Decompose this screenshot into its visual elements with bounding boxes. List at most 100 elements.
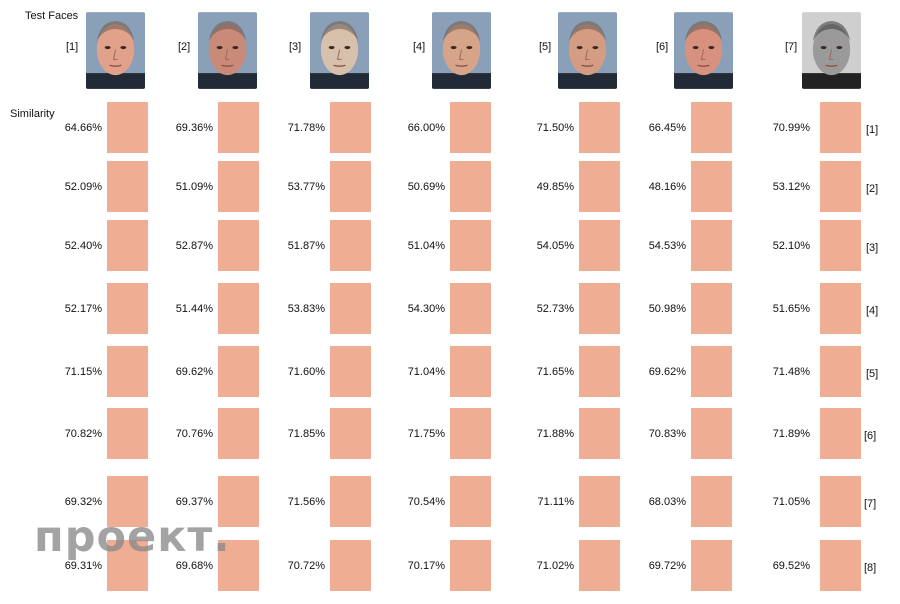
similarity-value: 52.87%	[175, 240, 213, 252]
masked-face-cell	[450, 102, 491, 153]
similarity-value: 52.17%	[64, 303, 102, 315]
similarity-value: 54.53%	[648, 240, 686, 252]
similarity-value: 50.98%	[648, 303, 686, 315]
masked-face-cell	[450, 161, 491, 212]
similarity-value: 69.52%	[772, 560, 810, 572]
test-face-image-6	[674, 12, 733, 89]
masked-face-cell	[579, 476, 620, 527]
similarity-value: 52.09%	[64, 181, 102, 193]
similarity-value: 51.44%	[175, 303, 213, 315]
similarity-value: 53.77%	[287, 181, 325, 193]
masked-face-cell	[579, 408, 620, 459]
similarity-value: 51.65%	[772, 303, 810, 315]
test-face-number-5: [5]	[539, 41, 552, 53]
similarity-value: 71.78%	[287, 122, 325, 134]
masked-face-cell	[450, 220, 491, 271]
masked-face-cell	[691, 102, 732, 153]
similarity-value: 71.89%	[772, 428, 810, 440]
masked-face-cell	[330, 102, 371, 153]
masked-face-cell	[450, 408, 491, 459]
similarity-value: 68.03%	[648, 496, 686, 508]
masked-face-cell	[579, 540, 620, 591]
similarity-value: 69.31%	[64, 560, 102, 572]
test-face-number-1: [1]	[66, 41, 79, 53]
masked-face-cell	[107, 220, 148, 271]
similarity-value: 69.62%	[175, 366, 213, 378]
similarity-value: 51.09%	[175, 181, 213, 193]
similarity-value: 70.99%	[772, 122, 810, 134]
similarity-value: 48.16%	[648, 181, 686, 193]
masked-face-cell	[691, 283, 732, 334]
masked-face-cell	[450, 283, 491, 334]
similarity-value: 51.87%	[287, 240, 325, 252]
masked-face-cell	[450, 540, 491, 591]
masked-face-cell	[820, 283, 861, 334]
similarity-value: 53.83%	[287, 303, 325, 315]
similarity-value: 71.11%	[537, 496, 575, 508]
similarity-value: 50.69%	[407, 181, 445, 193]
similarity-value: 66.00%	[407, 122, 445, 134]
similarity-value: 71.05%	[772, 496, 810, 508]
similarity-value: 66.45%	[648, 122, 686, 134]
masked-face-cell	[820, 476, 861, 527]
masked-face-cell	[107, 102, 148, 153]
similarity-value: 70.83%	[648, 428, 686, 440]
test-face-number-4: [4]	[413, 41, 426, 53]
similarity-value: 69.62%	[648, 366, 686, 378]
masked-face-cell	[691, 476, 732, 527]
masked-face-cell	[579, 161, 620, 212]
similarity-value: 70.17%	[407, 560, 445, 572]
masked-face-cell	[107, 283, 148, 334]
similarity-value: 49.85%	[536, 181, 574, 193]
masked-face-cell	[450, 476, 491, 527]
masked-face-cell	[691, 161, 732, 212]
masked-face-cell	[218, 540, 259, 591]
similarity-value: 70.54%	[407, 496, 445, 508]
masked-face-cell	[691, 408, 732, 459]
similarity-value: 52.10%	[772, 240, 810, 252]
row-number: [4]	[866, 305, 879, 317]
masked-face-cell	[450, 346, 491, 397]
similarity-value: 53.12%	[772, 181, 810, 193]
masked-face-cell	[218, 220, 259, 271]
masked-face-cell	[691, 220, 732, 271]
similarity-value: 54.30%	[407, 303, 445, 315]
similarity-value: 70.82%	[64, 428, 102, 440]
test-face-image-3	[310, 12, 369, 89]
masked-face-cell	[330, 476, 371, 527]
masked-face-cell	[107, 540, 148, 591]
masked-face-cell	[820, 540, 861, 591]
similarity-value: 70.72%	[287, 560, 325, 572]
masked-face-cell	[107, 408, 148, 459]
masked-face-cell	[820, 161, 861, 212]
similarity-value: 71.60%	[287, 366, 325, 378]
similarity-value: 69.72%	[648, 560, 686, 572]
test-face-number-7: [7]	[785, 41, 798, 53]
masked-face-cell	[579, 346, 620, 397]
masked-face-cell	[579, 220, 620, 271]
masked-face-cell	[107, 161, 148, 212]
row-number: [2]	[866, 183, 879, 195]
masked-face-cell	[107, 476, 148, 527]
test-faces-label: Test Faces	[25, 10, 79, 22]
similarity-value: 54.05%	[536, 240, 574, 252]
similarity-value: 71.56%	[287, 496, 325, 508]
similarity-value: 52.40%	[64, 240, 102, 252]
masked-face-cell	[330, 161, 371, 212]
row-number: [6]	[864, 430, 877, 442]
row-number: [1]	[866, 124, 879, 136]
similarity-label: Similarity	[10, 108, 55, 120]
masked-face-cell	[218, 346, 259, 397]
similarity-value: 71.85%	[287, 428, 325, 440]
row-number: [3]	[866, 242, 879, 254]
similarity-value: 69.68%	[175, 560, 213, 572]
masked-face-cell	[330, 346, 371, 397]
test-face-number-3: [3]	[289, 41, 302, 53]
masked-face-cell	[820, 220, 861, 271]
test-face-image-4	[432, 12, 491, 89]
test-face-image-5	[558, 12, 617, 89]
similarity-value: 71.15%	[64, 366, 102, 378]
row-number: [5]	[866, 368, 879, 380]
masked-face-cell	[330, 540, 371, 591]
similarity-value: 71.65%	[536, 366, 574, 378]
